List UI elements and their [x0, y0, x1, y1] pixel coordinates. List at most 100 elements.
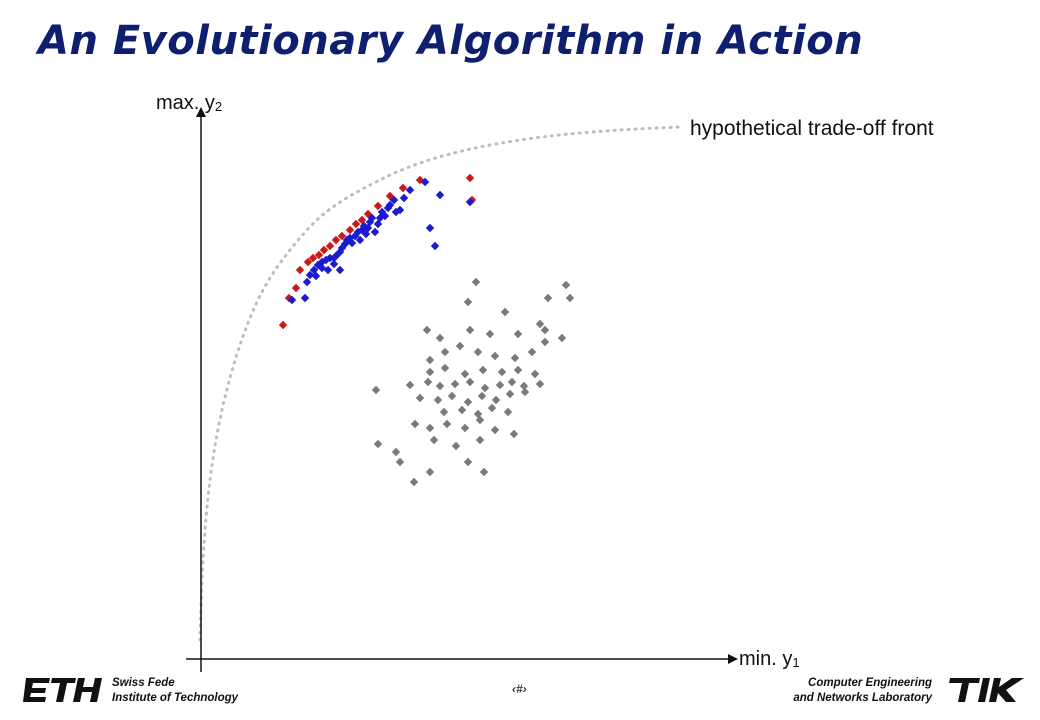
gray-point [491, 395, 501, 405]
blue-point [465, 197, 475, 207]
gray-point [457, 405, 467, 415]
blue-point [385, 200, 395, 210]
red-point [351, 219, 361, 229]
gray-point [487, 403, 497, 413]
blue-point [355, 235, 365, 245]
gray-point [463, 397, 473, 407]
blue-point [373, 219, 383, 229]
gray-point [477, 391, 487, 401]
gray-point [425, 355, 435, 365]
gray-point [535, 319, 545, 329]
red-point [291, 283, 301, 293]
blue-point [340, 239, 350, 249]
blue-point [345, 233, 355, 243]
gray-point [435, 381, 445, 391]
gray-point [460, 369, 470, 379]
gray-point [490, 351, 500, 361]
gray-point [513, 365, 523, 375]
gray-point [475, 435, 485, 445]
gray-point [463, 297, 473, 307]
blue-point [405, 185, 415, 195]
blue-point [395, 205, 405, 215]
gray-point [460, 423, 470, 433]
blue-point [347, 238, 357, 248]
red-point [278, 320, 288, 330]
blue-point [353, 227, 363, 237]
gray-point [451, 441, 461, 451]
red-point [319, 245, 329, 255]
gray-point [471, 277, 481, 287]
gray-point [505, 389, 515, 399]
gray-point [513, 329, 523, 339]
blue-point [383, 203, 393, 213]
blue-point [321, 255, 331, 265]
gray-point [465, 377, 475, 387]
footer-institution: Swiss Fede Institute of Technology [112, 677, 239, 704]
gray-point [447, 391, 457, 401]
blue-point [357, 225, 367, 235]
eth-logo [23, 678, 102, 702]
blue-point [350, 231, 360, 241]
blue-point [317, 263, 327, 273]
gray-point [425, 423, 435, 433]
blue-point [359, 221, 369, 231]
footer-lab: Computer Engineering and Networks Labora… [793, 677, 932, 704]
blue-point [391, 207, 401, 217]
gray-point [440, 363, 450, 373]
gray-point [519, 381, 529, 391]
gray-point [433, 395, 443, 405]
gray-point [373, 439, 383, 449]
gray-point [440, 347, 450, 357]
gray-point [479, 467, 489, 477]
red-point [337, 231, 347, 241]
gray-point [503, 407, 513, 417]
trade-off-front-curve [198, 125, 682, 642]
gray-point [463, 457, 473, 467]
red-point [398, 183, 408, 193]
gray-point [442, 419, 452, 429]
gray-point [490, 425, 500, 435]
gray-point [455, 341, 465, 351]
y-axis-label: max. y2 [156, 92, 223, 114]
gray-point [497, 367, 507, 377]
blue-point [287, 295, 297, 305]
gray-point [565, 293, 575, 303]
gray-point [435, 333, 445, 343]
gray-point [478, 365, 488, 375]
gray-point [485, 329, 495, 339]
gray-point [475, 415, 485, 425]
gray-point [509, 429, 519, 439]
red-point [295, 265, 305, 275]
blue-point [389, 195, 399, 205]
red-point [465, 173, 475, 183]
gray-point [480, 383, 490, 393]
blue-point [365, 217, 375, 227]
blue-point [300, 293, 310, 303]
gray-point [425, 367, 435, 377]
gray-point [405, 380, 415, 390]
blue-point [342, 235, 352, 245]
red-point [363, 209, 373, 219]
red-point [314, 250, 324, 260]
blue-point [363, 223, 373, 233]
gray-point [561, 280, 571, 290]
gray-point [439, 407, 449, 417]
gray-point [540, 325, 550, 335]
gray-point [429, 435, 439, 445]
red-point [331, 235, 341, 245]
gray-point [450, 379, 460, 389]
blue-point [375, 213, 385, 223]
blue-point [311, 271, 321, 281]
gray-point [371, 385, 381, 395]
gray-point [527, 347, 537, 357]
blue-point [370, 227, 380, 237]
blue-point [399, 193, 409, 203]
data-points [278, 173, 575, 487]
gray-point [410, 419, 420, 429]
gray-point [540, 337, 550, 347]
blue-point [302, 277, 312, 287]
blue-point [425, 223, 435, 233]
gray-point [425, 467, 435, 477]
blue-point [361, 229, 371, 239]
